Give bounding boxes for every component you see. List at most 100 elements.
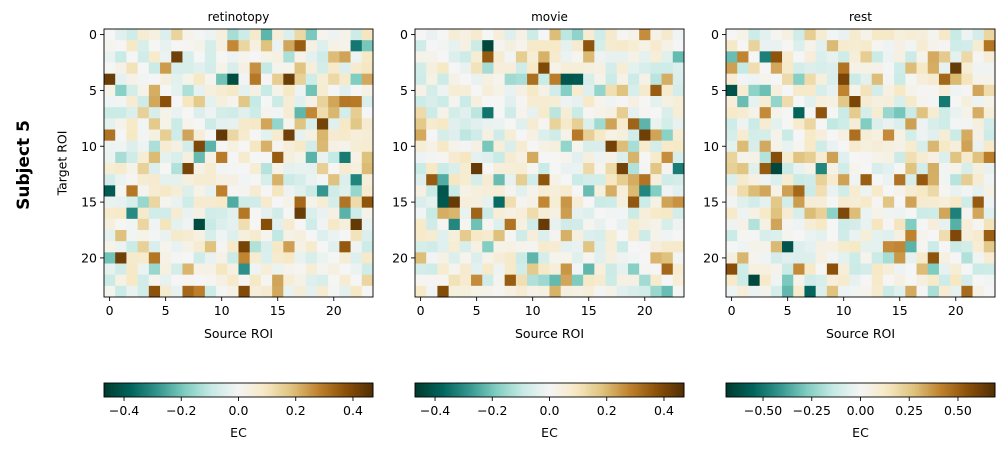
- heatmap-cell: [316, 163, 329, 175]
- heatmap-cell: [961, 129, 973, 142]
- heatmap-cell: [137, 62, 150, 75]
- heatmap-cell: [549, 196, 562, 209]
- heatmap-cell: [627, 196, 640, 209]
- heatmap-cell: [571, 207, 584, 220]
- heatmap-cell: [759, 62, 772, 75]
- heatmap-cell: [171, 263, 183, 276]
- heatmap-cell: [737, 151, 749, 164]
- heatmap-cell: [260, 174, 273, 186]
- heatmap-cell: [871, 196, 884, 209]
- heatmap-cell: [104, 207, 116, 220]
- heatmap-cell: [339, 129, 351, 142]
- colorbar-label: EC: [852, 425, 869, 440]
- heatmap-cell: [493, 285, 506, 298]
- heatmap-cell: [504, 96, 517, 108]
- heatmap-cell: [860, 241, 873, 253]
- heatmap-cell: [272, 274, 284, 287]
- heatmap-cell: [983, 252, 996, 264]
- y-tick-label: 0: [400, 27, 408, 42]
- colorbar-segment: [562, 383, 566, 397]
- heatmap-cell: [328, 107, 340, 119]
- colorbar-segment: [990, 383, 994, 397]
- colorbar-label: EC: [541, 425, 558, 440]
- heatmap-cell: [916, 118, 929, 130]
- colorbar-tick-label: −0.50: [744, 403, 782, 418]
- heatmap-cell: [115, 73, 127, 86]
- heatmap-cell: [260, 29, 273, 41]
- heatmap-cell: [961, 274, 973, 287]
- heatmap-cell: [627, 129, 640, 142]
- heatmap-cell: [283, 151, 295, 164]
- heatmap-cell: [504, 174, 517, 186]
- heatmap-cell: [927, 174, 940, 186]
- heatmap-cell: [216, 29, 228, 41]
- heatmap-cell: [482, 29, 494, 41]
- heatmap-cell: [538, 73, 550, 86]
- heatmap-cell: [905, 151, 917, 164]
- heatmap-cell: [305, 129, 318, 142]
- heatmap-cell: [504, 196, 517, 209]
- heatmap-cell: [283, 285, 295, 298]
- heatmap-cell: [916, 73, 929, 86]
- colorbar-segment: [249, 383, 253, 397]
- heatmap-cell: [894, 207, 906, 220]
- heatmap-cell: [437, 174, 450, 186]
- heatmap-cell: [726, 163, 738, 175]
- heatmap-cell: [482, 107, 494, 119]
- heatmap-cell: [350, 62, 363, 75]
- heatmap-cell: [583, 29, 595, 41]
- y-tick-label: 15: [392, 195, 408, 210]
- heatmap-cell: [160, 252, 172, 264]
- colorbar-segment: [959, 383, 962, 397]
- colorbar-segment: [480, 383, 483, 397]
- heatmap-cell: [415, 252, 427, 264]
- colorbar-tick-label: 0.50: [944, 403, 972, 418]
- colorbar-segment: [641, 383, 645, 397]
- heatmap-cell: [838, 174, 850, 186]
- heatmap-cell: [493, 185, 506, 197]
- colorbar-segment: [768, 383, 772, 397]
- heatmap-cell: [104, 185, 116, 197]
- heatmap-cell: [983, 185, 996, 197]
- heatmap-cell: [849, 84, 861, 97]
- heatmap-cell: [283, 163, 295, 175]
- heatmap-cell: [571, 62, 584, 75]
- heatmap-cell: [793, 96, 805, 108]
- heatmap-cell: [560, 230, 573, 242]
- heatmap-cell: [137, 218, 150, 231]
- heatmap-cell: [160, 151, 172, 164]
- heatmap-cell: [204, 174, 217, 186]
- heatmap-cell: [459, 118, 472, 130]
- heatmap-cell: [361, 151, 374, 164]
- heatmap-cell: [927, 129, 940, 142]
- heatmap-cell: [782, 263, 794, 276]
- heatmap-cell: [316, 174, 329, 186]
- colorbar-segment: [157, 383, 161, 397]
- heatmap-cell: [650, 107, 662, 119]
- heatmap-cell: [938, 185, 951, 197]
- colorbar-segment: [524, 383, 528, 397]
- heatmap-cell: [193, 107, 206, 119]
- heatmap-cell: [950, 230, 962, 242]
- heatmap-cell: [759, 29, 772, 41]
- colorbar-segment: [263, 383, 266, 397]
- heatmap-cell: [983, 73, 996, 86]
- colorbar-segment: [361, 383, 365, 397]
- heatmap-cell: [471, 140, 483, 153]
- heatmap-cell: [527, 62, 539, 75]
- heatmap-cell: [437, 29, 450, 41]
- heatmap-cell: [115, 196, 127, 209]
- heatmap-cell: [493, 84, 506, 97]
- heatmap-cell: [672, 29, 685, 41]
- heatmap-cell: [950, 252, 962, 264]
- heatmap-cell: [826, 207, 839, 220]
- heatmap-cell: [294, 285, 307, 298]
- heatmap-cell: [983, 62, 996, 75]
- colorbar-segment: [370, 383, 374, 397]
- heatmap-cell: [527, 107, 539, 119]
- heatmap-cell: [560, 185, 573, 197]
- heatmap-cell: [770, 29, 783, 41]
- heatmap-cell: [294, 84, 307, 97]
- heatmap-cell: [661, 285, 674, 298]
- colorbar-segment: [274, 383, 278, 397]
